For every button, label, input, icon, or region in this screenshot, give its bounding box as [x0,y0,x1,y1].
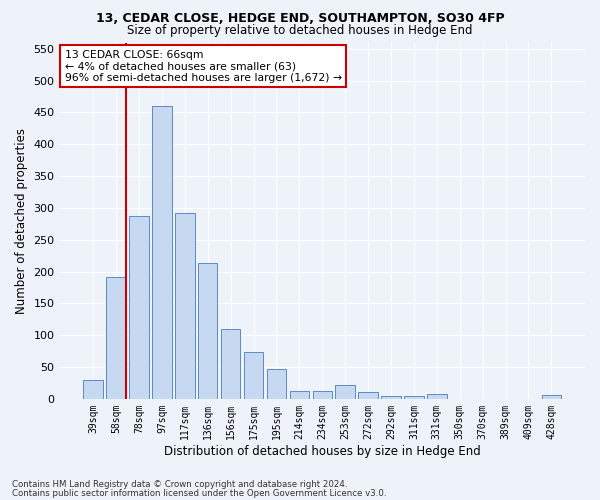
Bar [83,380,103,399]
Bar [542,395,561,399]
Bar [290,390,309,399]
Bar [404,396,424,399]
Bar [267,369,286,399]
Text: 13 CEDAR CLOSE: 66sqm
← 4% of detached houses are smaller (63)
96% of semi-detac: 13 CEDAR CLOSE: 66sqm ← 4% of detached h… [65,50,342,83]
Bar [335,386,355,399]
Bar [152,106,172,399]
Bar [221,329,241,399]
X-axis label: Distribution of detached houses by size in Hedge End: Distribution of detached houses by size … [164,444,481,458]
Bar [129,216,149,399]
Bar [106,276,126,399]
Bar [313,391,332,399]
Text: Size of property relative to detached houses in Hedge End: Size of property relative to detached ho… [127,24,473,37]
Bar [358,392,378,399]
Y-axis label: Number of detached properties: Number of detached properties [15,128,28,314]
Bar [244,352,263,399]
Text: Contains public sector information licensed under the Open Government Licence v3: Contains public sector information licen… [12,488,386,498]
Text: 13, CEDAR CLOSE, HEDGE END, SOUTHAMPTON, SO30 4FP: 13, CEDAR CLOSE, HEDGE END, SOUTHAMPTON,… [95,12,505,26]
Text: Contains HM Land Registry data © Crown copyright and database right 2024.: Contains HM Land Registry data © Crown c… [12,480,347,489]
Bar [175,213,194,399]
Bar [381,396,401,399]
Bar [198,264,217,399]
Bar [427,394,446,399]
